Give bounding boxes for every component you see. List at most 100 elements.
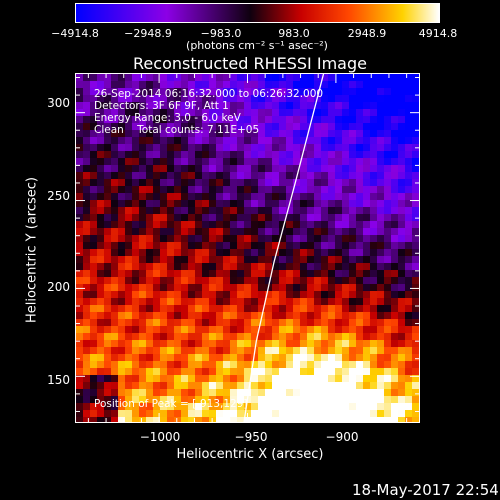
- heatmap-cell: [412, 319, 419, 327]
- heatmap-cell: [97, 333, 105, 341]
- heatmap-cell: [405, 74, 413, 82]
- heatmap-cell: [286, 242, 294, 250]
- heatmap-cell: [335, 137, 343, 145]
- heatmap-cell: [188, 242, 196, 250]
- heatmap-cell: [300, 249, 308, 257]
- heatmap-cell: [286, 151, 294, 159]
- heatmap-cell: [230, 151, 238, 159]
- heatmap-cell: [251, 109, 259, 117]
- heatmap-cell: [153, 193, 161, 201]
- heatmap-cell: [307, 116, 315, 124]
- heatmap-cell: [97, 263, 105, 271]
- heatmap-cell: [342, 417, 350, 422]
- heatmap-cell: [160, 207, 168, 215]
- heatmap-cell: [363, 144, 371, 152]
- heatmap-cell: [272, 382, 280, 390]
- heatmap-cell: [272, 235, 280, 243]
- heatmap-cell: [321, 200, 329, 208]
- heatmap-cell: [300, 116, 308, 124]
- heatmap-cell: [202, 116, 210, 124]
- heatmap-cell: [83, 186, 91, 194]
- heatmap-cell: [216, 270, 224, 278]
- heatmap-cell: [181, 396, 189, 404]
- heatmap-cell: [153, 137, 161, 145]
- heatmap-cell: [272, 81, 280, 89]
- heatmap-cell: [391, 319, 399, 327]
- heatmap-cell: [216, 228, 224, 236]
- heatmap-cell: [412, 249, 419, 257]
- heatmap-cell: [412, 151, 419, 159]
- heatmap-cell: [90, 74, 98, 82]
- heatmap-cell: [349, 319, 357, 327]
- heatmap-cell: [146, 417, 154, 422]
- heatmap-cell: [342, 354, 350, 362]
- y-tick-label: 200: [47, 280, 70, 294]
- heatmap-cell: [90, 284, 98, 292]
- heatmap-cell: [237, 263, 245, 271]
- heatmap-cell: [90, 95, 98, 103]
- heatmap-cell: [132, 214, 140, 222]
- heatmap-cell: [153, 172, 161, 180]
- heatmap-cell: [321, 186, 329, 194]
- chart-title: Reconstructed RHESSI Image: [133, 54, 367, 73]
- heatmap-cell: [391, 368, 399, 376]
- heatmap-cell: [132, 354, 140, 362]
- heatmap-cell: [104, 298, 112, 306]
- heatmap-cell: [335, 270, 343, 278]
- heatmap-cell: [167, 172, 175, 180]
- heatmap-cell: [293, 361, 301, 369]
- heatmap-cell: [244, 326, 252, 334]
- heatmap-cell: [118, 235, 126, 243]
- heatmap-cell: [216, 109, 224, 117]
- heatmap-cell: [300, 410, 308, 418]
- heatmap-cell: [83, 151, 91, 159]
- heatmap-cell: [300, 368, 308, 376]
- heatmap-cell: [321, 417, 329, 422]
- heatmap-cell: [118, 403, 126, 411]
- heatmap-cell: [321, 263, 329, 271]
- heatmap-cell: [335, 326, 343, 334]
- heatmap-cell: [363, 284, 371, 292]
- heatmap-cell: [258, 102, 266, 110]
- heatmap-cell: [118, 256, 126, 264]
- heatmap-cell: [349, 340, 357, 348]
- heatmap-cell: [202, 235, 210, 243]
- heatmap-cell: [195, 200, 203, 208]
- heatmap-cell: [104, 74, 112, 82]
- heatmap-cell: [90, 116, 98, 124]
- heatmap-cell: [195, 417, 203, 422]
- heatmap-cell: [377, 186, 385, 194]
- heatmap-cell: [412, 165, 419, 173]
- heatmap-cell: [167, 326, 175, 334]
- heatmap-cell: [335, 144, 343, 152]
- heatmap-cell: [244, 172, 252, 180]
- heatmap-cell: [356, 123, 364, 131]
- heatmap-cell: [230, 242, 238, 250]
- heatmap-cell: [111, 263, 119, 271]
- heatmap-cell: [370, 235, 378, 243]
- heatmap-cell: [314, 340, 322, 348]
- heatmap-cell: [202, 375, 210, 383]
- heatmap-cell: [307, 270, 315, 278]
- heatmap-cell: [335, 95, 343, 103]
- heatmap-cell: [265, 144, 273, 152]
- heatmap-cell: [195, 235, 203, 243]
- heatmap-cell: [118, 179, 126, 187]
- heatmap-cell: [279, 172, 287, 180]
- heatmap-cell: [153, 396, 161, 404]
- heatmap-cell: [97, 361, 105, 369]
- heatmap-cell: [174, 144, 182, 152]
- heatmap-cell: [258, 298, 266, 306]
- heatmap-cell: [356, 326, 364, 334]
- heatmap-cell: [160, 284, 168, 292]
- heatmap-cell: [412, 256, 419, 264]
- heatmap-cell: [153, 221, 161, 229]
- heatmap-cell: [181, 235, 189, 243]
- heatmap-cell: [202, 270, 210, 278]
- heatmap-cell: [202, 319, 210, 327]
- heatmap-cell: [195, 151, 203, 159]
- heatmap-cell: [195, 298, 203, 306]
- heatmap-cell: [104, 228, 112, 236]
- heatmap-cell: [370, 151, 378, 159]
- heatmap-cell: [251, 130, 259, 138]
